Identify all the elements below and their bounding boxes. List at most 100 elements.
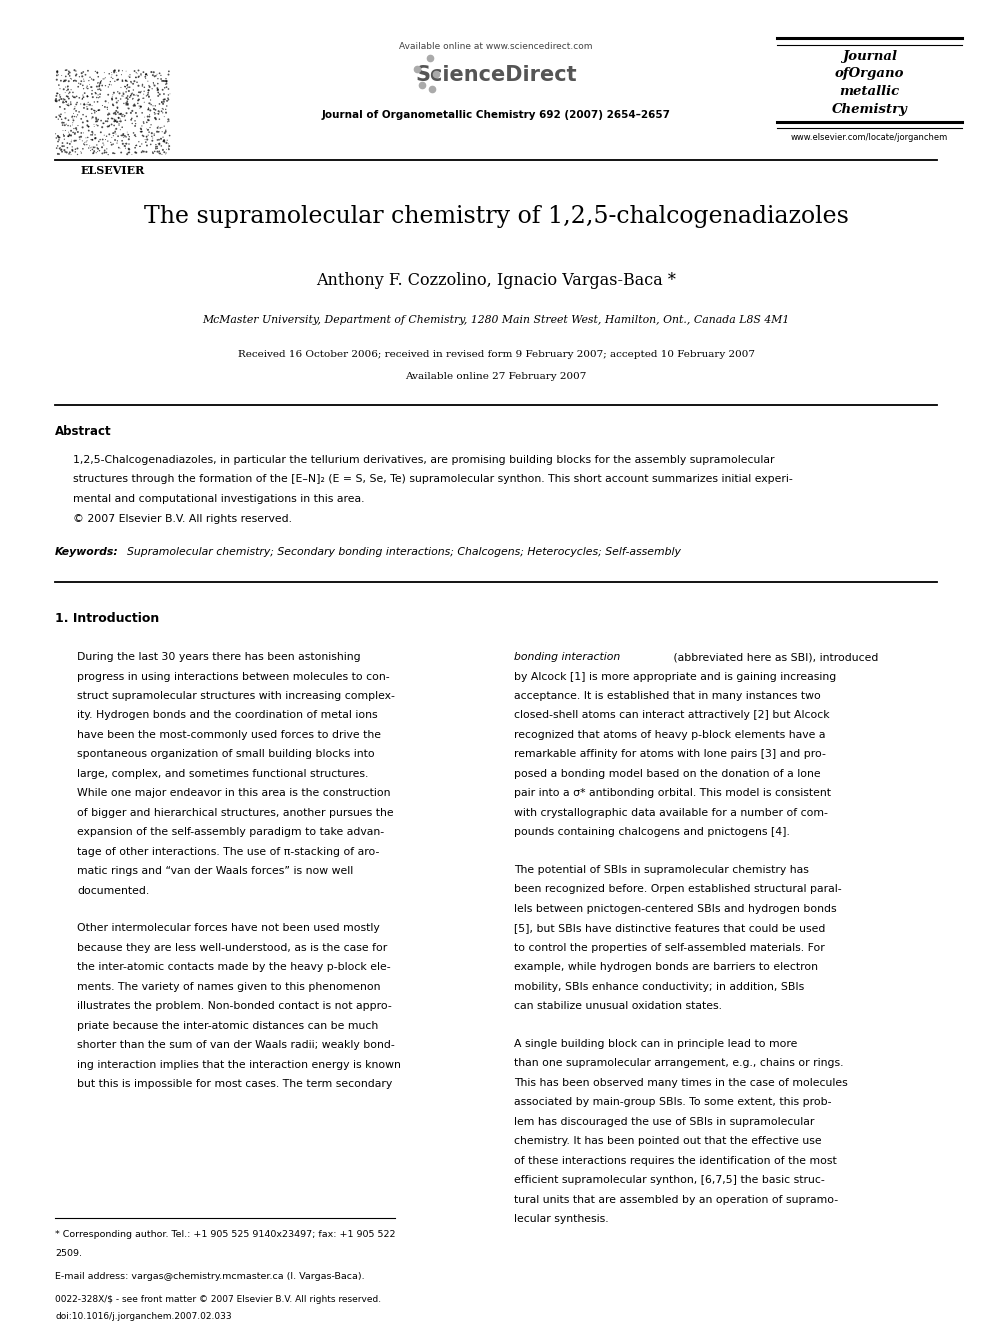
Point xyxy=(49,86,64,107)
Point xyxy=(109,97,125,118)
Point xyxy=(96,69,112,90)
Point xyxy=(119,91,135,112)
Point xyxy=(107,119,123,140)
Point xyxy=(151,82,167,103)
Point xyxy=(128,67,144,89)
Point xyxy=(160,130,176,151)
Point xyxy=(82,77,98,98)
Point xyxy=(69,122,85,143)
Point xyxy=(79,85,95,106)
Text: posed a bonding model based on the donation of a lone: posed a bonding model based on the donat… xyxy=(514,769,820,779)
Point xyxy=(83,98,99,119)
Point xyxy=(149,64,165,85)
Point xyxy=(65,122,81,143)
Point xyxy=(130,90,146,111)
Point xyxy=(140,99,156,120)
Point xyxy=(107,61,123,82)
Point xyxy=(136,81,152,102)
Point xyxy=(152,62,168,83)
Point xyxy=(89,111,105,132)
Point xyxy=(98,142,114,163)
Point xyxy=(82,94,98,115)
Point xyxy=(127,124,143,146)
Point xyxy=(92,73,108,94)
Point xyxy=(61,126,76,147)
Point xyxy=(67,118,83,139)
Point xyxy=(69,93,85,114)
Point xyxy=(96,135,112,156)
Point xyxy=(150,78,166,99)
Point xyxy=(96,124,112,146)
Point xyxy=(60,77,75,98)
Point xyxy=(78,77,94,98)
Point xyxy=(114,116,130,138)
Point xyxy=(79,97,95,118)
Point xyxy=(70,77,86,98)
Point xyxy=(124,144,140,165)
Point xyxy=(147,124,163,146)
Point xyxy=(106,111,122,132)
Text: been recognized before. Orpen established structural paral-: been recognized before. Orpen establishe… xyxy=(514,885,841,894)
Point xyxy=(53,138,68,159)
Point xyxy=(125,89,141,110)
Point xyxy=(126,85,142,106)
Point xyxy=(79,115,95,136)
Point xyxy=(61,62,76,83)
Point xyxy=(106,82,122,103)
Point xyxy=(142,116,158,138)
Point xyxy=(147,66,163,87)
Point xyxy=(57,98,72,119)
Point xyxy=(68,118,84,139)
Point xyxy=(63,130,79,151)
Point xyxy=(161,138,177,159)
Point xyxy=(104,127,120,148)
Point xyxy=(114,85,130,106)
Point xyxy=(50,135,65,156)
Point xyxy=(150,138,166,159)
Point xyxy=(111,115,127,136)
Point xyxy=(119,144,135,165)
Text: Available online 27 February 2007: Available online 27 February 2007 xyxy=(406,372,586,381)
Point xyxy=(97,140,113,161)
Point xyxy=(150,103,166,124)
Point xyxy=(117,75,133,97)
Point xyxy=(83,108,99,130)
Point xyxy=(61,110,76,131)
Point xyxy=(136,142,152,163)
Point xyxy=(62,82,77,103)
Point xyxy=(142,77,158,98)
Point xyxy=(86,114,102,135)
Point xyxy=(159,71,175,93)
Point xyxy=(139,85,155,106)
Text: The potential of SBIs in supramolecular chemistry has: The potential of SBIs in supramolecular … xyxy=(514,865,808,875)
Point xyxy=(99,111,115,132)
Point xyxy=(144,78,160,99)
Point xyxy=(141,97,157,118)
Point xyxy=(76,132,92,153)
Point xyxy=(104,62,120,83)
Point xyxy=(110,90,126,111)
Text: Received 16 October 2006; received in revised form 9 February 2007; accepted 10 : Received 16 October 2006; received in re… xyxy=(237,351,755,359)
Point xyxy=(97,97,113,118)
Point xyxy=(66,98,82,119)
Point xyxy=(156,131,172,152)
Point xyxy=(138,127,154,148)
Point xyxy=(71,102,87,123)
Point xyxy=(139,126,155,147)
Point xyxy=(150,82,166,103)
Text: pair into a σ* antibonding orbital. This model is consistent: pair into a σ* antibonding orbital. This… xyxy=(514,789,831,799)
Text: of bigger and hierarchical structures, another pursues the: of bigger and hierarchical structures, a… xyxy=(77,808,394,818)
Point xyxy=(131,66,147,87)
Text: spontaneous organization of small building blocks into: spontaneous organization of small buildi… xyxy=(77,750,375,759)
Point xyxy=(121,138,137,159)
Point xyxy=(152,83,168,105)
Point xyxy=(85,123,101,144)
Point xyxy=(69,138,85,159)
Text: 1,2,5-Chalcogenadiazoles, in particular the tellurium derivatives, are promising: 1,2,5-Chalcogenadiazoles, in particular … xyxy=(73,455,775,464)
Point xyxy=(64,114,80,135)
Point xyxy=(79,110,95,131)
Point xyxy=(79,86,95,107)
Text: Abstract: Abstract xyxy=(55,425,112,438)
Point xyxy=(54,108,69,130)
Point xyxy=(78,131,94,152)
